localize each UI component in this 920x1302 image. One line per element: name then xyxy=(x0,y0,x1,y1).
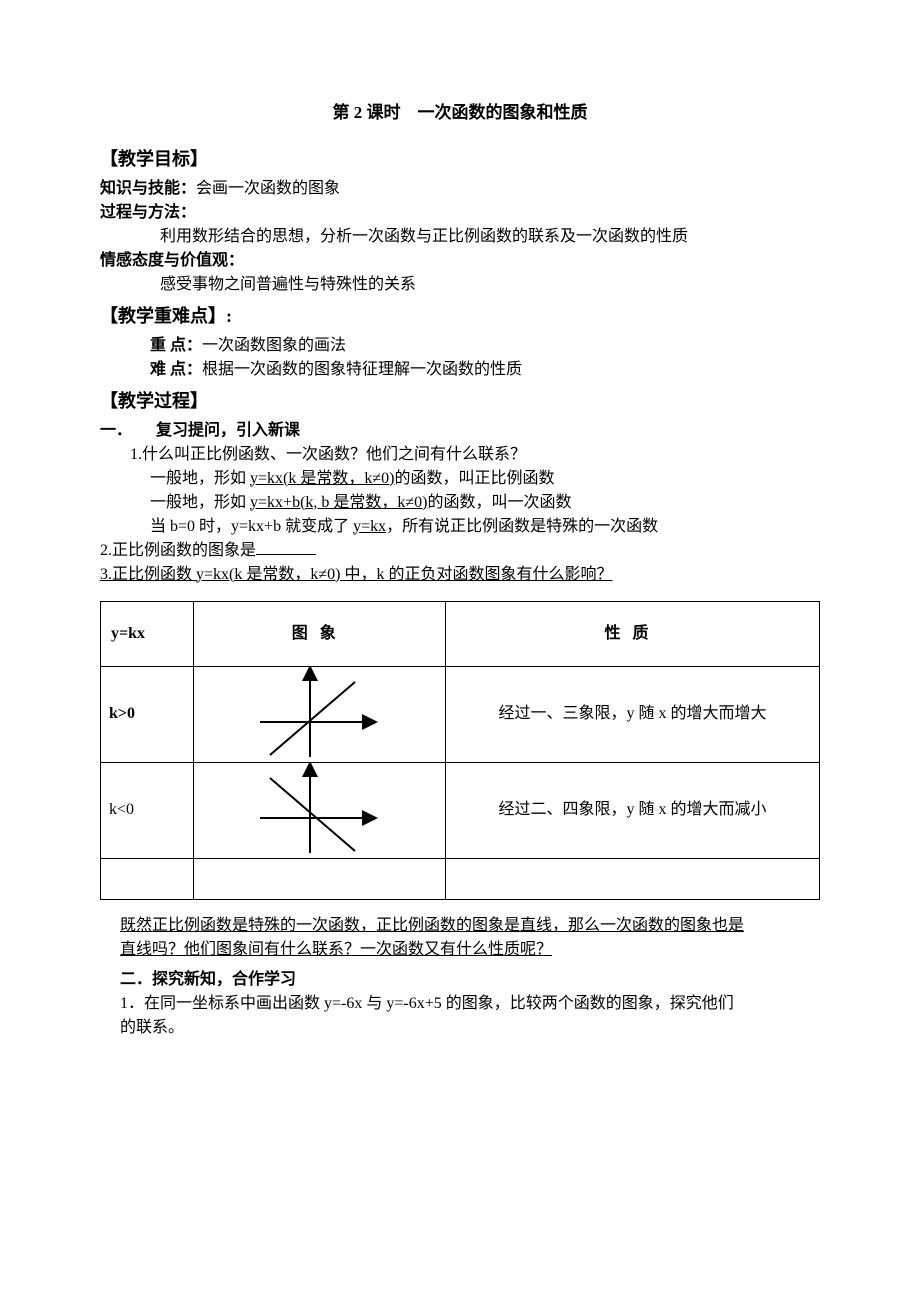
def1-suffix: 的函数，叫正比例函数 xyxy=(394,470,554,487)
keypoint-text: 一次函数图象的画法 xyxy=(202,337,346,354)
question-1: 1.什么叫正比例函数、一次函数？他们之间有什么联系？ xyxy=(130,443,820,467)
attitude-label: 情感态度与价值观： xyxy=(100,252,244,269)
question-3: 3.正比例函数 y=kx(k 是常数，k≠0) 中，k 的正负对函数图象有什么影… xyxy=(100,563,820,587)
def1-formula: y=kx(k 是常数，k≠0) xyxy=(250,470,394,487)
table-row xyxy=(101,858,820,899)
cell-graph-negative xyxy=(194,762,446,858)
knowledge-label: 知识与技能： xyxy=(100,180,196,197)
empty-cell xyxy=(446,858,820,899)
section-keypoints-header: 【教学重难点】: xyxy=(100,303,820,330)
objective-knowledge: 知识与技能：会画一次函数的图象 xyxy=(100,177,820,201)
table-row: k>0 xyxy=(101,666,820,762)
hardpoint-row: 难 点：根据一次函数的图象特征理解一次函数的性质 xyxy=(150,358,820,382)
process-text: 利用数形结合的思想，分析一次函数与正比例函数的联系及一次函数的性质 xyxy=(160,225,820,249)
def-line-2: 一般地，形如 y=kx+b(k, b 是常数，k≠0)的函数，叫一次函数 xyxy=(150,491,820,515)
cell-k-negative: k<0 xyxy=(101,762,194,858)
exercise-1-line1: 1．在同一坐标系中画出函数 y=-6x 与 y=-6x+5 的图象，比较两个函数… xyxy=(120,992,820,1016)
keypoint-label: 重 点： xyxy=(150,337,202,354)
objective-process-label-row: 过程与方法： xyxy=(100,201,820,225)
cell-k-positive: k>0 xyxy=(101,666,194,762)
def3-formula: y=kx xyxy=(353,518,386,535)
table-row: k<0 xyxy=(101,762,820,858)
properties-table: y=kx 图象 性质 k>0 xyxy=(100,601,820,900)
blank-fill xyxy=(256,554,316,555)
q2-text: 2.正比例函数的图象是 xyxy=(100,542,256,559)
cell-prop-negative: 经过二、四象限，y 随 x 的增大而减小 xyxy=(446,762,820,858)
th-graph: 图象 xyxy=(194,601,446,666)
note-line-2: 直线吗？他们图象间有什么联系？一次函数又有什么性质呢？ xyxy=(120,938,820,962)
def3-suffix: ，所有说正比例函数是特殊的一次函数 xyxy=(386,518,658,535)
def3-prefix: 当 b=0 时，y=kx+b 就变成了 xyxy=(150,518,353,535)
hardpoint-text: 根据一次函数的图象特征理解一次函数的性质 xyxy=(202,361,522,378)
keypoint-row: 重 点：一次函数图象的画法 xyxy=(150,334,820,358)
def1-prefix: 一般地，形如 xyxy=(150,470,250,487)
page-title: 第 2 课时 一次函数的图象和性质 xyxy=(100,100,820,126)
process-label: 过程与方法： xyxy=(100,204,196,221)
empty-cell xyxy=(101,858,194,899)
section-objectives-header: 【教学目标】 xyxy=(100,146,820,173)
question-2: 2.正比例函数的图象是 xyxy=(100,539,820,563)
section-process-header: 【教学过程】 xyxy=(100,388,820,415)
def-line-3: 当 b=0 时，y=kx+b 就变成了 y=kx，所有说正比例函数是特殊的一次函… xyxy=(150,515,820,539)
graph-k-negative xyxy=(194,763,445,858)
cell-graph-positive xyxy=(194,666,446,762)
def2-suffix: 的函数，叫一次函数 xyxy=(428,494,572,511)
cell-prop-positive: 经过一、三象限，y 随 x 的增大而增大 xyxy=(446,666,820,762)
th-formula: y=kx xyxy=(101,601,194,666)
note-block: 既然正比例函数是特殊的一次函数，正比例函数的图象是直线，那么一次函数的图象也是 … xyxy=(120,914,820,962)
def2-prefix: 一般地，形如 xyxy=(150,494,250,511)
part2-head: 二．探究新知，合作学习 xyxy=(120,968,820,992)
table-header-row: y=kx 图象 性质 xyxy=(101,601,820,666)
hardpoint-label: 难 点： xyxy=(150,361,202,378)
part1-head: 一． 复习提问，引入新课 xyxy=(100,419,820,443)
objective-attitude-label-row: 情感态度与价值观： xyxy=(100,249,820,273)
graph-k-positive xyxy=(194,667,445,762)
th-property: 性质 xyxy=(446,601,820,666)
note-line-1: 既然正比例函数是特殊的一次函数，正比例函数的图象是直线，那么一次函数的图象也是 xyxy=(120,914,820,938)
empty-cell xyxy=(194,858,446,899)
exercise-1-line2: 的联系。 xyxy=(120,1016,820,1040)
def-line-1: 一般地，形如 y=kx(k 是常数，k≠0)的函数，叫正比例函数 xyxy=(150,467,820,491)
def2-formula: y=kx+b(k, b 是常数，k≠0) xyxy=(250,494,428,511)
knowledge-text: 会画一次函数的图象 xyxy=(196,180,340,197)
attitude-text: 感受事物之间普遍性与特殊性的关系 xyxy=(160,273,820,297)
